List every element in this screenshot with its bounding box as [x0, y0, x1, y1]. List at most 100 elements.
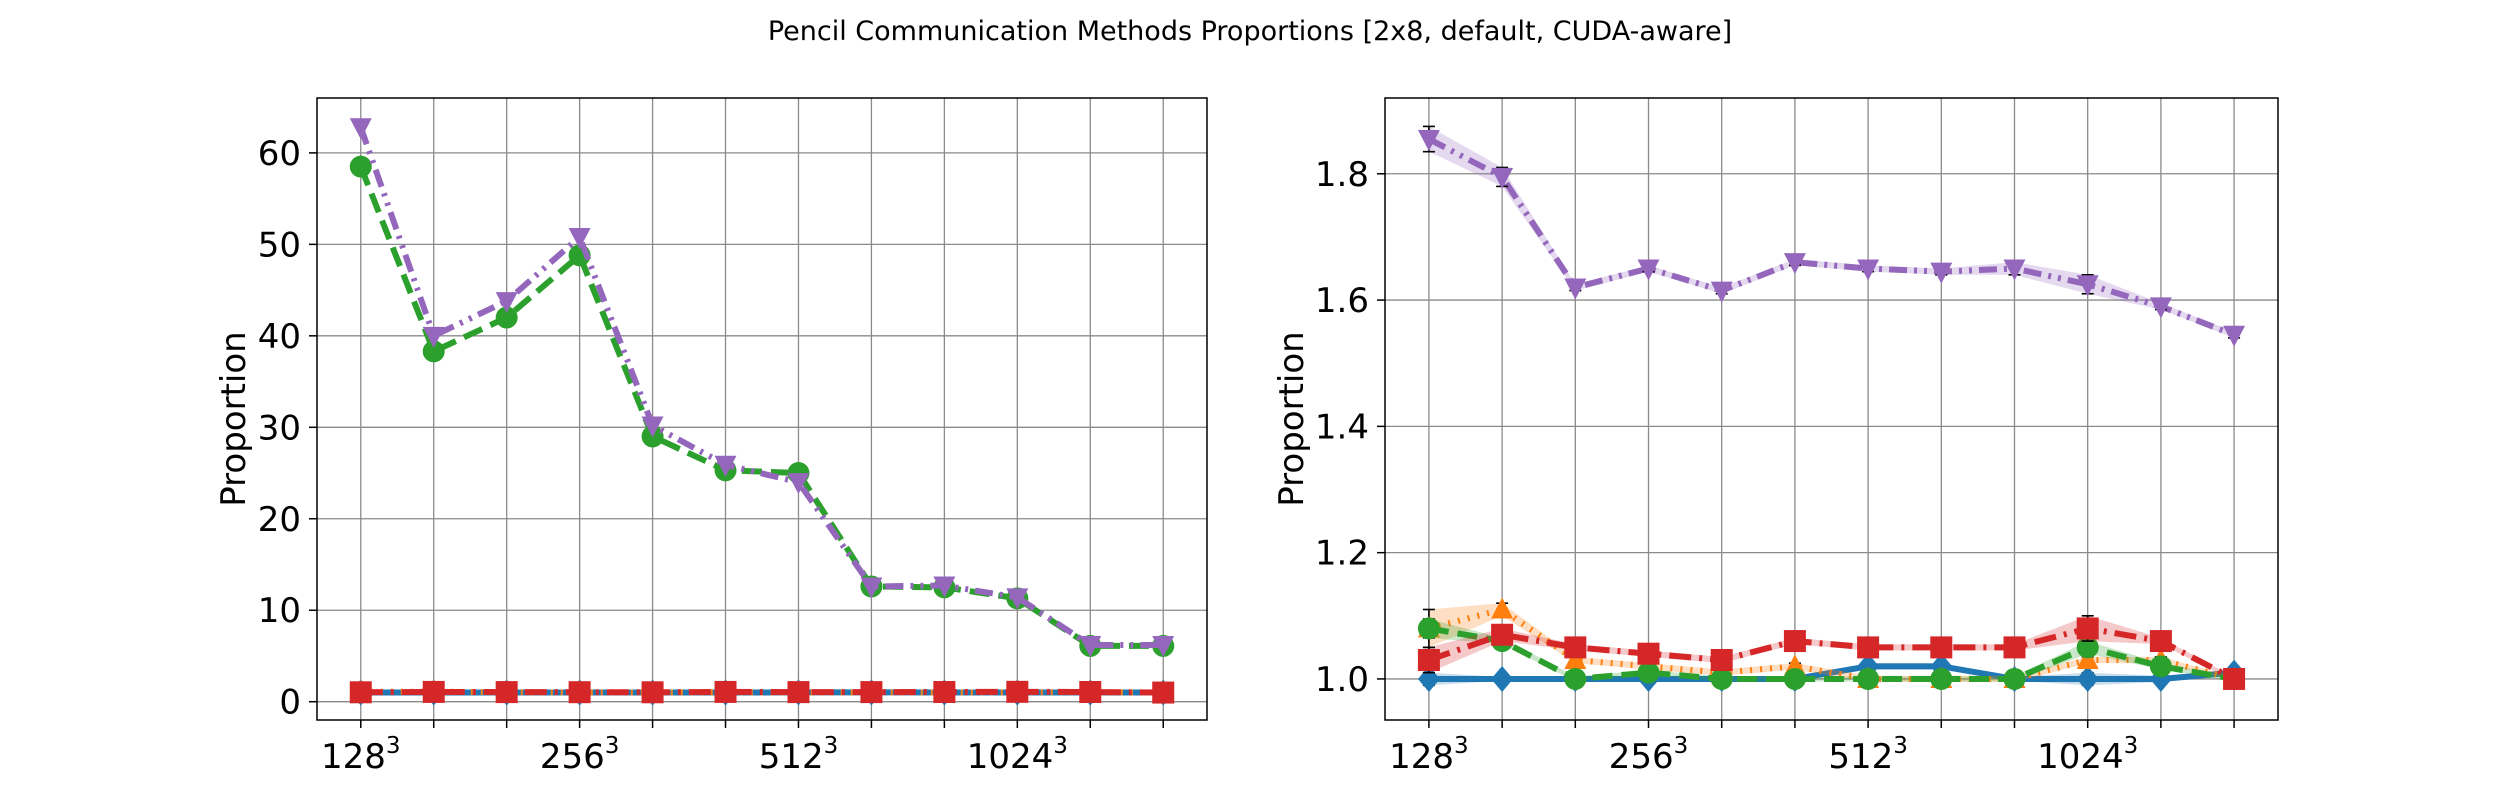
data-point [1564, 667, 1587, 690]
data-point [1079, 681, 1102, 704]
data-point [2149, 630, 2172, 653]
data-point [1564, 636, 1587, 659]
gridlines [317, 98, 1207, 720]
y-tick-label: 1.6 [1315, 281, 1369, 321]
confidence-band [1428, 618, 2235, 682]
data-point [1417, 617, 1440, 640]
data-point [1857, 259, 1880, 281]
figure-title: Pencil Communication Methods Proportions… [768, 16, 1732, 47]
series-4 [1417, 125, 2246, 347]
y-axis: 1.0 1.2 1.4 1.6 1.8 [1315, 155, 1385, 700]
data-point [349, 118, 372, 140]
data-point [714, 680, 737, 703]
series-line [1427, 136, 2236, 338]
data-point [2149, 297, 2172, 319]
data-point [1417, 130, 1440, 152]
series-3 [1417, 615, 2246, 690]
data-point [787, 681, 810, 704]
series-line [357, 126, 1164, 648]
data-point [1006, 588, 1029, 610]
data-point [2003, 636, 2026, 659]
confidence-band [1428, 126, 2235, 338]
series-4 [349, 118, 1175, 657]
data-point [1491, 665, 1514, 692]
data-point [1491, 597, 1514, 619]
x-tick-label: 2563 [1609, 733, 1689, 777]
series-line [360, 688, 1164, 696]
data-point [422, 340, 445, 363]
data-point [349, 155, 372, 178]
data-point [495, 306, 518, 329]
data-point [1152, 635, 1175, 657]
data-point [714, 455, 737, 477]
data-point [568, 228, 591, 250]
data-point [1564, 648, 1587, 670]
series-line [1427, 625, 2236, 682]
data-point [1783, 253, 1806, 275]
y-tick-label: 20 [258, 500, 301, 540]
series-line [1428, 663, 2235, 682]
data-point [1079, 635, 1102, 657]
y-tick-label: 30 [258, 408, 301, 448]
data-point [2149, 655, 2172, 678]
data-point [349, 681, 372, 704]
data-point [2076, 636, 2099, 659]
data-point [495, 292, 518, 314]
data-point [1710, 649, 1733, 672]
x-tick-label: 10243 [967, 733, 1068, 777]
data-point [1783, 630, 1806, 653]
y-tick-label: 1.8 [1315, 155, 1369, 195]
data-point [2223, 325, 2246, 347]
data-point [1564, 278, 1587, 300]
x-axis: 1283 2563 5123 10243 [1389, 720, 2235, 777]
data-point [1857, 667, 1880, 690]
data-point [2076, 665, 2099, 692]
y-axis-label: Proportion [1272, 331, 1312, 506]
axes-frame [1384, 97, 2279, 721]
y-tick-label: 50 [258, 225, 301, 265]
y-axis-label: Proportion [214, 331, 254, 506]
data-point [1417, 649, 1440, 672]
data-point [1491, 167, 1514, 189]
data-point [1637, 642, 1660, 665]
x-tick-label: 5123 [759, 733, 839, 777]
data-point [495, 681, 518, 704]
x-tick-label: 10243 [2037, 733, 2138, 777]
data-point [1710, 281, 1733, 303]
data-point [641, 416, 664, 438]
series-3 [349, 680, 1175, 704]
data-point [933, 576, 956, 598]
x-axis: 1283 2563 5123 10243 [321, 720, 1164, 777]
data-point [422, 326, 445, 348]
x-tick-label: 2563 [540, 733, 620, 777]
x-tick-label: 1283 [321, 733, 401, 777]
data-point [1710, 667, 1733, 690]
y-tick-label: 60 [258, 134, 301, 174]
data-point [860, 577, 883, 599]
data-point [1491, 623, 1514, 646]
y-tick-label: 0 [279, 683, 301, 723]
series-2 [349, 155, 1175, 657]
y-tick-label: 10 [258, 591, 301, 631]
data-point [1857, 636, 1880, 659]
data-point [1783, 667, 1806, 690]
y-tick-label: 1.4 [1315, 407, 1369, 447]
data-point [1006, 680, 1029, 703]
data-point [2076, 275, 2099, 297]
plot-area [349, 118, 1175, 706]
confidence-band [1428, 603, 2235, 683]
data-point [641, 681, 664, 704]
data-point [787, 473, 810, 495]
gridlines [1385, 98, 2278, 720]
x-tick-label: 1283 [1389, 733, 1469, 777]
data-point [1930, 262, 1953, 284]
series-line [1428, 625, 2235, 682]
data-point [422, 680, 445, 703]
data-point [1637, 259, 1660, 281]
x-tick-label: 5123 [1828, 733, 1908, 777]
plot-area [1417, 125, 2246, 692]
y-tick-label: 1.0 [1315, 660, 1369, 700]
data-point [2003, 259, 2026, 281]
y-axis: 0 10 20 30 40 50 60 [258, 134, 317, 723]
right-chart-panel: 1283 2563 5123 10243 1.0 1.2 1.4 1.6 1.8 Proporti… [1272, 97, 2279, 777]
